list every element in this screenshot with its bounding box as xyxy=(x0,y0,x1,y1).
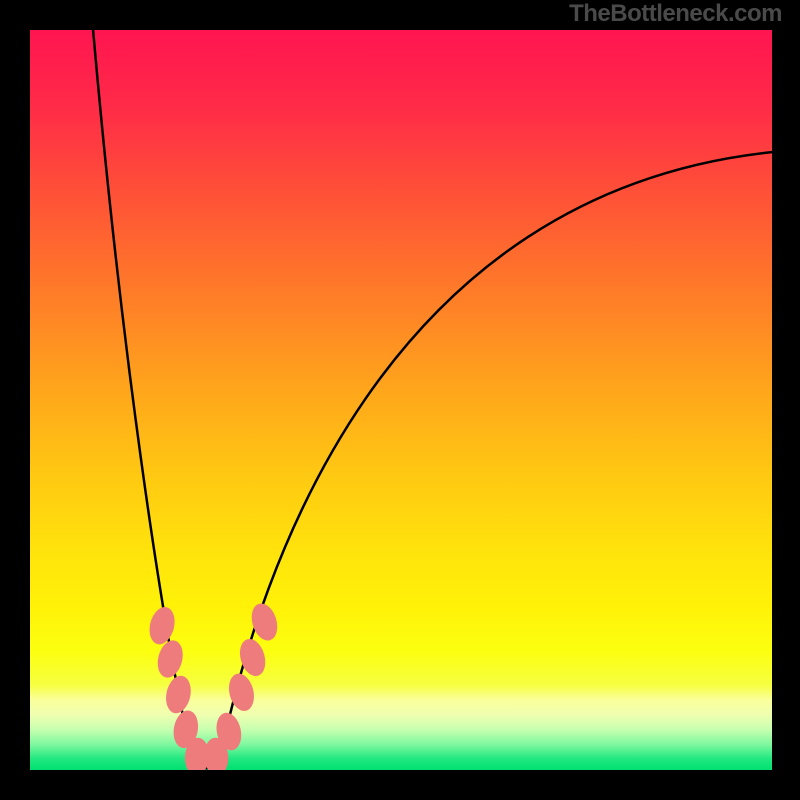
watermark-text: TheBottleneck.com xyxy=(569,0,782,28)
chart-container: TheBottleneck.com xyxy=(0,0,800,800)
chart-svg xyxy=(0,0,800,800)
plot-area xyxy=(30,30,772,776)
gradient-background xyxy=(30,30,772,770)
